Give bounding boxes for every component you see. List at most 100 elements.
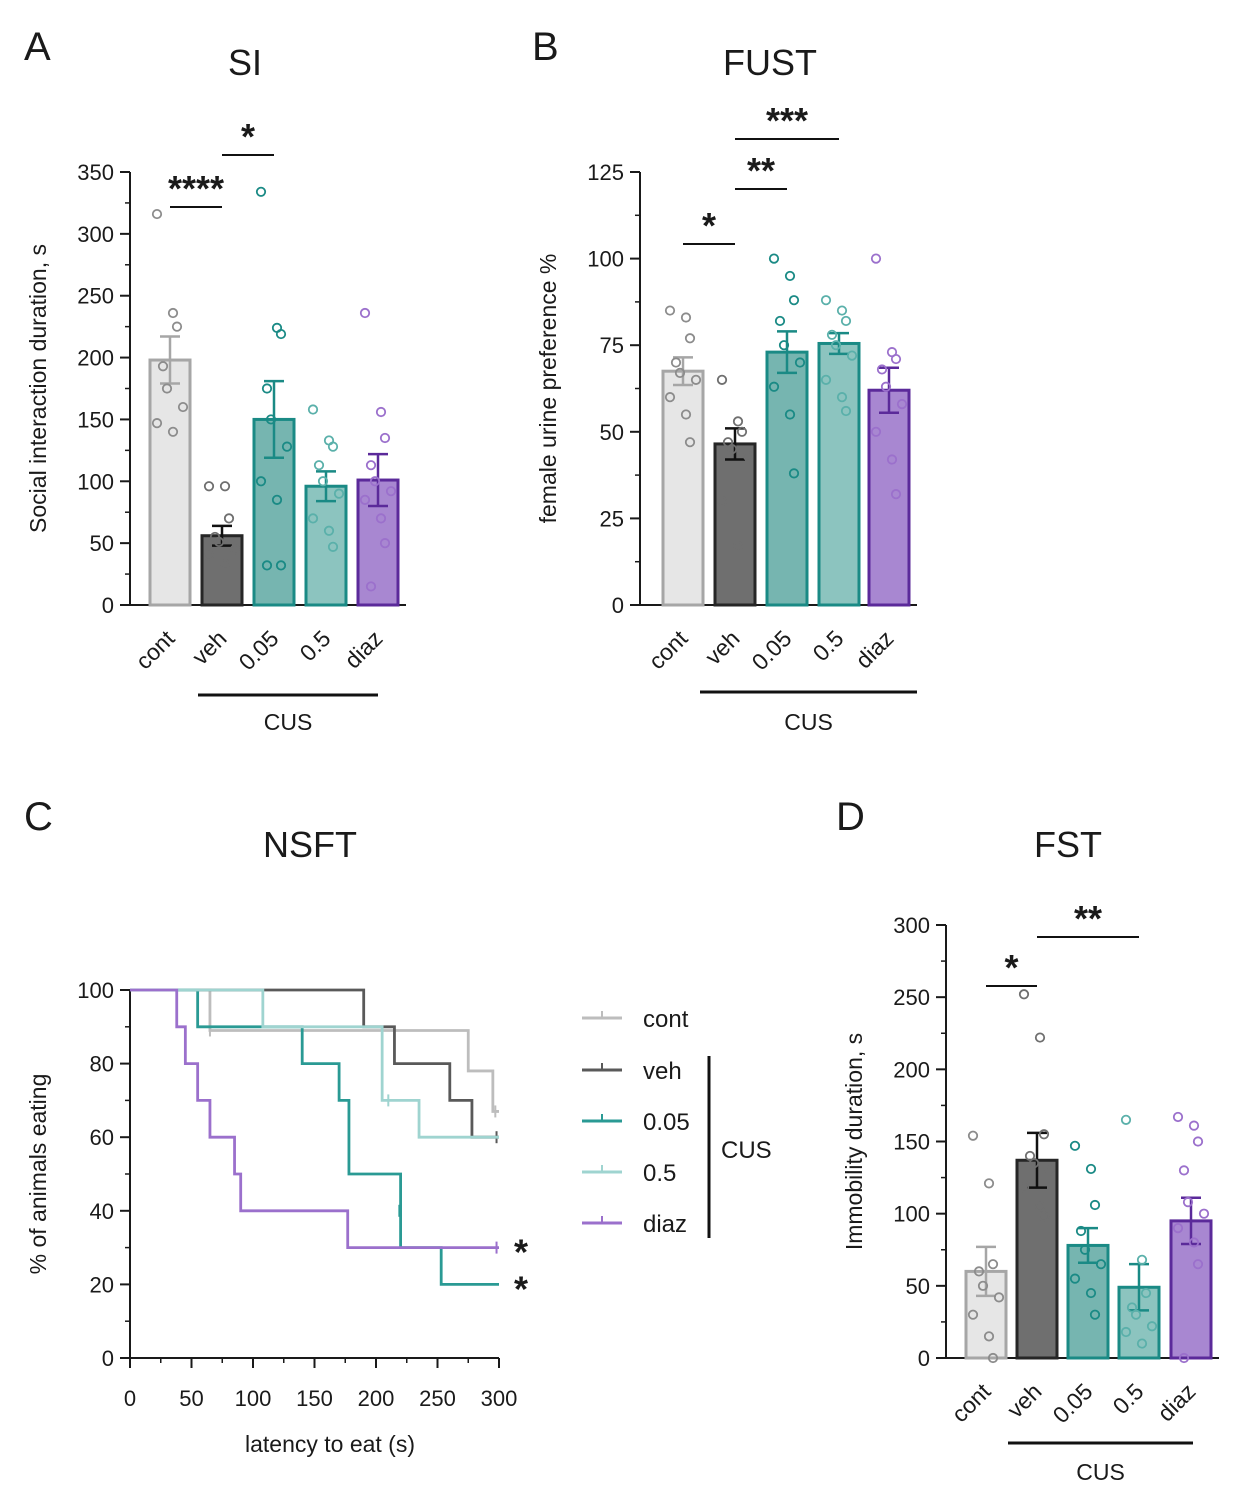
significance-stars: **	[747, 150, 775, 191]
data-point	[369, 476, 381, 487]
data-point	[670, 357, 682, 368]
y-axis-label: Immobility duration, s	[841, 1033, 867, 1250]
panel-letter: B	[532, 25, 559, 69]
legend-label: 0.5	[643, 1160, 676, 1187]
panel-d: D FST 0 50 100 150 200 250 300 Immobility duratio…	[836, 795, 1219, 1485]
data-point	[157, 361, 169, 372]
data-point	[680, 409, 692, 420]
data-point	[794, 357, 806, 368]
data-point	[896, 398, 908, 410]
data-point	[967, 1130, 979, 1141]
y-tick-label: 150	[893, 1130, 930, 1155]
y-tick-label: 200	[893, 1057, 930, 1082]
x-tick-label: 50	[179, 1386, 203, 1411]
category-label: veh	[700, 625, 745, 670]
data-point	[830, 340, 842, 351]
data-point	[359, 307, 371, 319]
data-point	[317, 476, 329, 487]
y-tick-label: 0	[102, 1346, 114, 1371]
category-label: cont	[946, 1378, 996, 1428]
panel-letter: A	[24, 25, 51, 69]
x-axis-label: latency to eat (s)	[245, 1431, 415, 1457]
data-point	[736, 426, 748, 437]
data-point	[886, 454, 898, 465]
data-point	[876, 364, 888, 375]
survival-curve-cont	[130, 988, 499, 1113]
data-point	[880, 381, 892, 392]
bar-cont	[661, 369, 705, 607]
y-axis-label: % of animals eating	[25, 1074, 51, 1275]
data-point	[223, 513, 235, 524]
data-point	[313, 460, 325, 471]
y-tick-label: 50	[600, 420, 624, 445]
data-point	[1028, 1158, 1040, 1169]
data-point	[1075, 1225, 1087, 1237]
data-point	[788, 468, 800, 479]
data-point	[265, 414, 277, 425]
data-point	[151, 418, 163, 429]
data-point	[213, 536, 225, 548]
category-label: 0.5	[808, 625, 849, 666]
data-point	[203, 550, 215, 561]
data-point	[784, 409, 796, 420]
data-point	[680, 312, 692, 323]
x-tick-label: 150	[296, 1386, 333, 1411]
data-point	[261, 560, 273, 571]
data-point	[820, 374, 832, 385]
panel-title: FUST	[723, 42, 817, 83]
data-point	[1089, 1309, 1101, 1320]
data-point	[1192, 1136, 1204, 1147]
data-point	[177, 401, 189, 413]
category-label: 0.5	[295, 625, 336, 666]
category-label: cont	[130, 625, 180, 675]
data-point	[987, 1259, 999, 1270]
y-tick-label: 125	[587, 160, 624, 185]
data-point	[1146, 1321, 1158, 1332]
panel-c: C NSFT 0 20 40 60 80 100 0 50 100 150 200 250 300 laten…	[24, 795, 772, 1457]
data-point	[167, 307, 179, 319]
data-point	[1188, 1120, 1200, 1131]
data-point	[1130, 1309, 1142, 1320]
significance-stars: **	[1074, 898, 1102, 939]
data-point	[778, 340, 790, 351]
category-label: diaz	[850, 625, 898, 673]
data-point	[281, 441, 293, 452]
data-point	[327, 541, 339, 552]
data-point	[1178, 1165, 1190, 1176]
significance-stars: *	[241, 116, 255, 157]
data-point	[716, 495, 728, 507]
data-point	[840, 315, 852, 327]
category-label: 0.5	[1108, 1378, 1149, 1419]
y-tick-label: 0	[102, 593, 114, 618]
survival-curve-veh	[130, 988, 499, 1139]
y-tick-label: 150	[77, 407, 114, 432]
survival-curve-diaz	[130, 988, 499, 1249]
y-axis-label: Social interaction duration, s	[25, 244, 51, 533]
data-point	[171, 321, 183, 332]
data-point	[1085, 1163, 1097, 1175]
data-point	[983, 1331, 995, 1342]
data-point	[1069, 1273, 1081, 1284]
data-point	[664, 392, 676, 403]
data-point	[726, 444, 738, 455]
y-tick-label: 100	[77, 469, 114, 494]
y-tick-label: 0	[612, 593, 624, 618]
data-point	[1089, 1199, 1101, 1211]
bar-veh	[1015, 1158, 1059, 1360]
data-point	[1182, 1197, 1194, 1208]
y-tick-label: 100	[77, 978, 114, 1003]
data-point	[219, 481, 231, 492]
bar-veh	[713, 442, 757, 607]
significance-stars: *	[514, 1268, 528, 1309]
legend-label: diaz	[643, 1211, 687, 1238]
bar-0.5	[817, 341, 861, 607]
data-point	[1172, 1111, 1184, 1123]
panel-b: B FUST 0 25 50 75 100 125 female urine preferenc…	[532, 25, 917, 735]
data-point	[271, 494, 283, 505]
category-label: cont	[643, 625, 693, 675]
data-point	[983, 1178, 995, 1189]
data-point	[836, 305, 848, 316]
data-point	[359, 494, 371, 505]
legend-cus-label: CUS	[721, 1137, 772, 1164]
